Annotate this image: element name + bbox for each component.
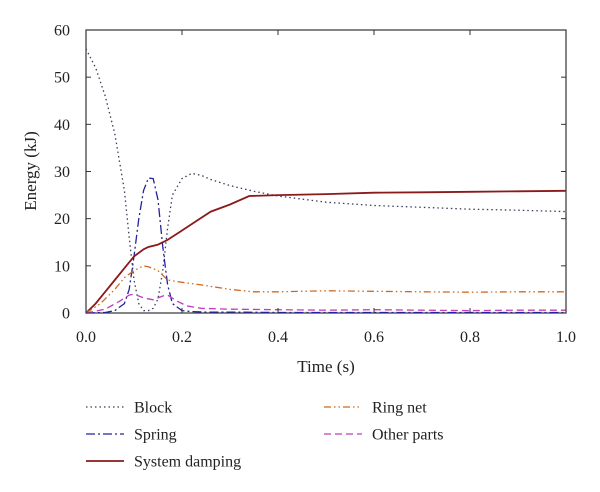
series-line-spring	[85, 177, 566, 314]
series-line-system-damping	[85, 189, 567, 314]
x-tick-label: 0.2	[172, 329, 192, 346]
legend-label: Other parts	[372, 427, 444, 444]
y-tick-label: 30	[54, 164, 70, 181]
y-tick-label: 0	[62, 306, 70, 323]
x-tick-label: 0.6	[364, 329, 384, 346]
plot-area-frame	[85, 29, 567, 314]
y-tick-label: 60	[54, 23, 70, 40]
x-axis-title: Time (s)	[297, 357, 354, 376]
y-tick-label: 20	[54, 211, 70, 228]
series-line-ring-net	[85, 265, 566, 314]
legend-label: Ring net	[372, 400, 427, 417]
y-axis-title: Energy (kJ)	[21, 131, 40, 210]
x-tick-label: 1.0	[556, 329, 576, 346]
x-tick-label: 0.8	[460, 329, 480, 346]
legend-label: Block	[134, 400, 172, 417]
y-tick-label: 50	[54, 70, 70, 87]
legend-label: System damping	[134, 454, 241, 471]
series-line-block	[85, 48, 567, 312]
legend-label: Spring	[134, 427, 177, 444]
y-tick-label: 40	[54, 117, 70, 134]
x-tick-label: 0.0	[76, 329, 96, 346]
y-tick-label: 10	[54, 258, 70, 275]
x-tick-label: 0.4	[268, 329, 288, 346]
series-line-other-parts	[85, 293, 566, 314]
legend: Block Spring System damping Ring net Other p…	[86, 400, 444, 471]
